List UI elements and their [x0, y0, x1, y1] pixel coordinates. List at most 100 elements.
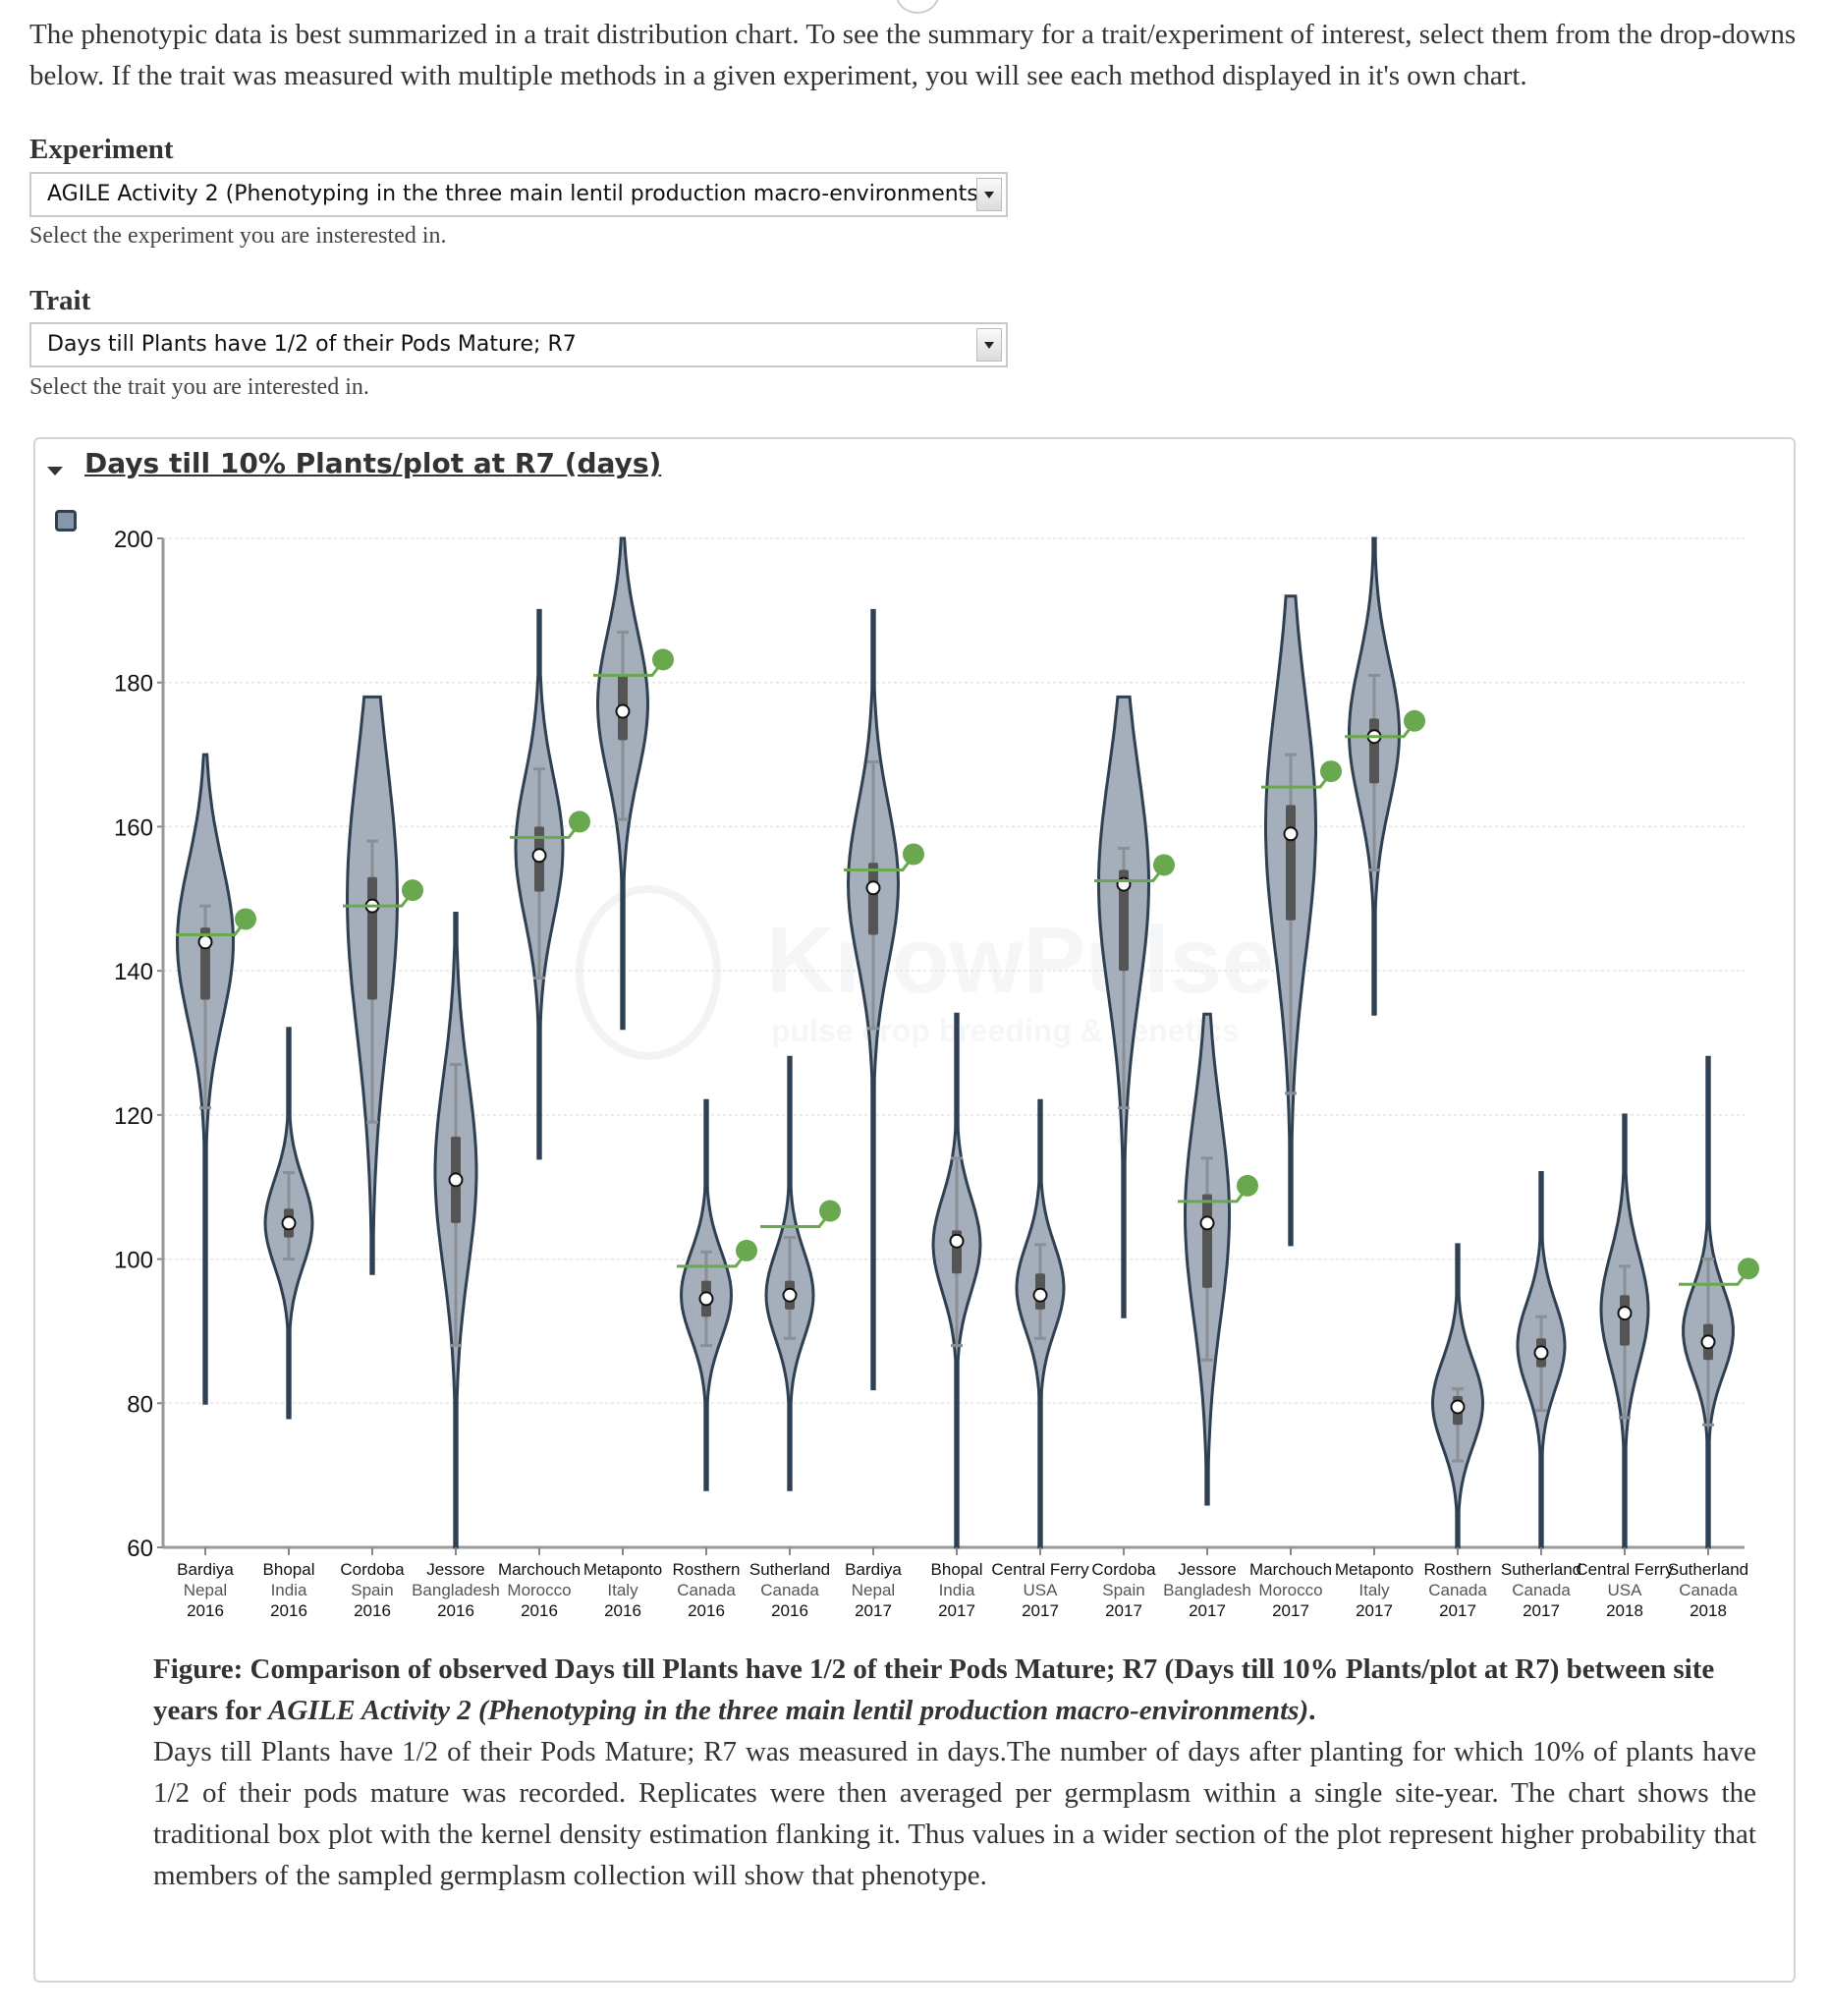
experiment-help: Select the experiment you are instereste… — [29, 223, 447, 249]
violin-9: Bhopal India 2017 — [931, 1012, 983, 1620]
x-tick-label: Rosthern — [1424, 1560, 1492, 1579]
x-tick-label: Morocco — [1258, 1581, 1322, 1599]
x-tick-label: 2016 — [521, 1601, 558, 1620]
x-tick-label: Central Ferry — [1576, 1560, 1674, 1579]
check-marker — [736, 1239, 757, 1261]
x-tick-label: 2016 — [437, 1601, 474, 1620]
legend-toggle-checkbox[interactable] — [55, 510, 77, 532]
x-tick-label: Cordoba — [1091, 1560, 1156, 1579]
chart-panel-title[interactable]: Days till 10% Plants/plot at R7 (days) — [84, 447, 662, 479]
violin-0: Bardiya Nepal 2016 — [175, 753, 256, 1620]
violin-14: Metaponto Italy 2017 — [1335, 536, 1425, 1620]
x-tick-label: 2017 — [855, 1601, 892, 1620]
trait-select[interactable]: Days till Plants have 1/2 of their Pods … — [29, 322, 1008, 367]
x-tick-label: Spain — [1102, 1581, 1144, 1599]
violin-16: Sutherland Canada 2017 — [1501, 1171, 1581, 1620]
x-tick-label: Metaponto — [1335, 1560, 1413, 1579]
violin-6: Rosthern Canada 2016 — [673, 1098, 757, 1620]
median-marker — [698, 1291, 714, 1307]
y-tick-label: 60 — [127, 1536, 153, 1562]
experiment-dropdown-button[interactable] — [976, 178, 1002, 211]
intro-text: The phenotypic data is best summarized i… — [29, 19, 1797, 91]
chart-panel: Days till 10% Plants/plot at R7 (days) — [33, 437, 1796, 1983]
violin-10: Central Ferry USA 2017 — [991, 1098, 1089, 1620]
x-tick-label: Jessore — [1178, 1560, 1237, 1579]
median-marker — [1450, 1399, 1466, 1415]
figure-caption: Figure: Comparison of observed Days till… — [153, 1649, 1756, 1896]
median-marker — [1700, 1334, 1716, 1350]
trait-help: Select the trait you are interested in. — [29, 374, 369, 400]
x-tick-label: 2016 — [354, 1601, 391, 1620]
trait-select-value: Days till Plants have 1/2 of their Pods … — [47, 332, 577, 357]
violin-box — [367, 876, 377, 1000]
x-tick-label: Cordoba — [340, 1560, 405, 1579]
violin-13: Marchouch Morocco 2017 — [1249, 594, 1342, 1620]
median-marker — [1283, 826, 1299, 842]
y-tick-label: 180 — [114, 671, 153, 698]
violin-box — [1369, 718, 1379, 784]
check-marker — [402, 879, 423, 902]
x-tick-label: Canada — [1512, 1581, 1571, 1599]
median-marker — [197, 934, 213, 950]
check-marker — [235, 908, 256, 930]
violin-box — [1286, 805, 1296, 921]
trait-dropdown-button[interactable] — [976, 328, 1002, 362]
trait-label: Trait — [29, 285, 91, 316]
violin-2: Cordoba Spain 2016 — [340, 695, 423, 1620]
collapse-toggle-icon[interactable] — [47, 467, 63, 476]
violin-box — [868, 863, 878, 935]
x-tick-label: 2017 — [1189, 1601, 1226, 1620]
x-tick-label: 2016 — [771, 1601, 808, 1620]
x-tick-label: 2016 — [187, 1601, 224, 1620]
x-tick-label: 2017 — [1022, 1601, 1059, 1620]
check-marker — [1404, 709, 1425, 732]
x-tick-label: Nepal — [184, 1581, 227, 1599]
y-tick-label: 160 — [114, 814, 153, 841]
violin-17: Central Ferry USA 2018 — [1576, 1113, 1674, 1620]
check-marker — [1738, 1258, 1759, 1280]
experiment-select-value: AGILE Activity 2 (Phenotyping in the thr… — [47, 182, 987, 206]
x-tick-label: 2018 — [1606, 1601, 1643, 1620]
x-tick-label: 2018 — [1690, 1601, 1727, 1620]
y-tick-label: 100 — [114, 1248, 153, 1274]
x-tick-label: Bhopal — [931, 1560, 983, 1579]
x-tick-label: Morocco — [507, 1581, 571, 1599]
watermark-name: KnowPulse — [766, 908, 1274, 1013]
x-tick-label: Canada — [1428, 1581, 1487, 1599]
median-marker — [865, 880, 881, 896]
y-tick-label: 120 — [114, 1103, 153, 1130]
caption-title: Figure: Comparison of observed Days till… — [153, 1649, 1756, 1731]
x-tick-label: Sutherland — [1668, 1560, 1748, 1579]
caption-title-experiment: AGILE Activity 2 (Phenotyping in the thr… — [268, 1695, 1309, 1726]
violin-3: Jessore Bangladesh 2016 — [412, 912, 500, 1620]
experiment-select[interactable]: AGILE Activity 2 (Phenotyping in the thr… — [29, 172, 1008, 217]
x-tick-label: Bardiya — [177, 1560, 234, 1579]
median-marker — [1032, 1287, 1048, 1303]
caption-description: Days till Plants have 1/2 of their Pods … — [153, 1736, 1756, 1891]
x-tick-label: USA — [1608, 1581, 1643, 1599]
check-marker — [1153, 854, 1175, 876]
y-tick-label: 140 — [114, 959, 153, 985]
x-tick-label: Marchouch — [1249, 1560, 1332, 1579]
median-marker — [1199, 1215, 1215, 1231]
violin-box — [1202, 1194, 1212, 1288]
median-marker — [531, 848, 547, 864]
y-tick-label: 80 — [127, 1391, 153, 1418]
median-marker — [1533, 1345, 1549, 1361]
violin-12: Jessore Bangladesh 2017 — [1163, 1012, 1258, 1620]
violin-7: Sutherland Canada 2016 — [749, 1055, 841, 1620]
x-tick-label: Metaponto — [583, 1560, 662, 1579]
x-tick-label: Jessore — [426, 1560, 485, 1579]
caption-title-suffix: . — [1308, 1695, 1316, 1726]
x-tick-label: Rosthern — [673, 1560, 741, 1579]
check-marker — [903, 843, 924, 866]
violin-11: Cordoba Spain 2017 — [1091, 695, 1175, 1620]
violin-8: Bardiya Nepal 2017 — [844, 608, 924, 1620]
x-tick-label: India — [939, 1581, 975, 1599]
violin-4: Marchouch Morocco 2016 — [498, 608, 590, 1620]
median-marker — [448, 1172, 464, 1188]
violin-5: Metaponto Italy 2016 — [583, 536, 674, 1620]
x-tick-label: 2017 — [938, 1601, 975, 1620]
x-tick-label: 2016 — [270, 1601, 307, 1620]
